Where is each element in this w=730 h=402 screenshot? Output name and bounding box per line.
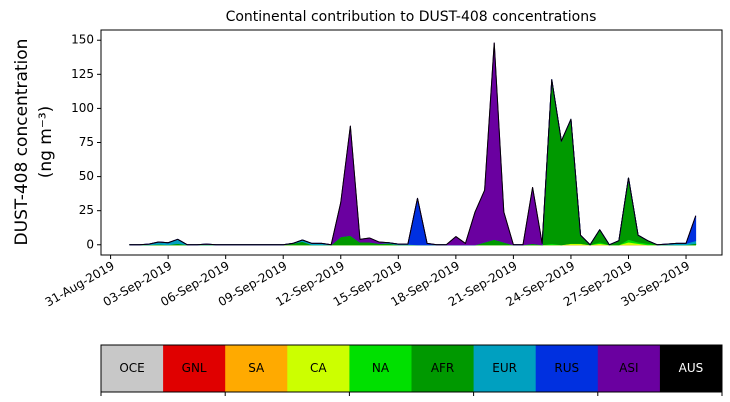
legend-label: AFR xyxy=(431,361,454,375)
legend-label: RUS xyxy=(554,361,579,375)
legend-swatch xyxy=(535,345,599,392)
y-tick-label: 150 xyxy=(71,33,94,47)
y-axis-label: DUST-408 concentration xyxy=(12,39,32,246)
legend-label: SA xyxy=(248,361,265,375)
legend-swatch xyxy=(659,345,723,392)
y-tick-label: 125 xyxy=(71,67,94,81)
legend-swatch xyxy=(411,345,475,392)
legend-swatch xyxy=(101,345,164,392)
legend-label: AUS xyxy=(679,361,704,375)
legend-label: EUR xyxy=(492,361,517,375)
legend-swatch xyxy=(287,345,350,392)
legend-swatch xyxy=(349,345,412,392)
chart-title: Continental contribution to DUST-408 con… xyxy=(226,9,597,25)
y-tick-label: 0 xyxy=(86,237,94,251)
legend-swatch xyxy=(597,345,661,392)
y-tick-label: 50 xyxy=(79,169,94,183)
legend-label: CA xyxy=(310,361,327,375)
legend-label: GNL xyxy=(182,361,207,375)
y-axis-label: (ng m⁻³) xyxy=(36,106,56,179)
legend-swatch xyxy=(473,345,537,392)
legend-label: ASI xyxy=(619,361,638,375)
legend-frame xyxy=(100,344,723,393)
area xyxy=(129,42,697,246)
y-tick-label: 100 xyxy=(71,101,94,115)
legend-label: OCE xyxy=(119,361,144,375)
area xyxy=(129,42,697,246)
legend-label: NA xyxy=(372,361,390,375)
y-tick-label: 25 xyxy=(79,203,94,217)
y-tick-label: 75 xyxy=(79,135,94,149)
legend-swatch xyxy=(163,345,226,392)
legend-swatch xyxy=(225,345,288,392)
